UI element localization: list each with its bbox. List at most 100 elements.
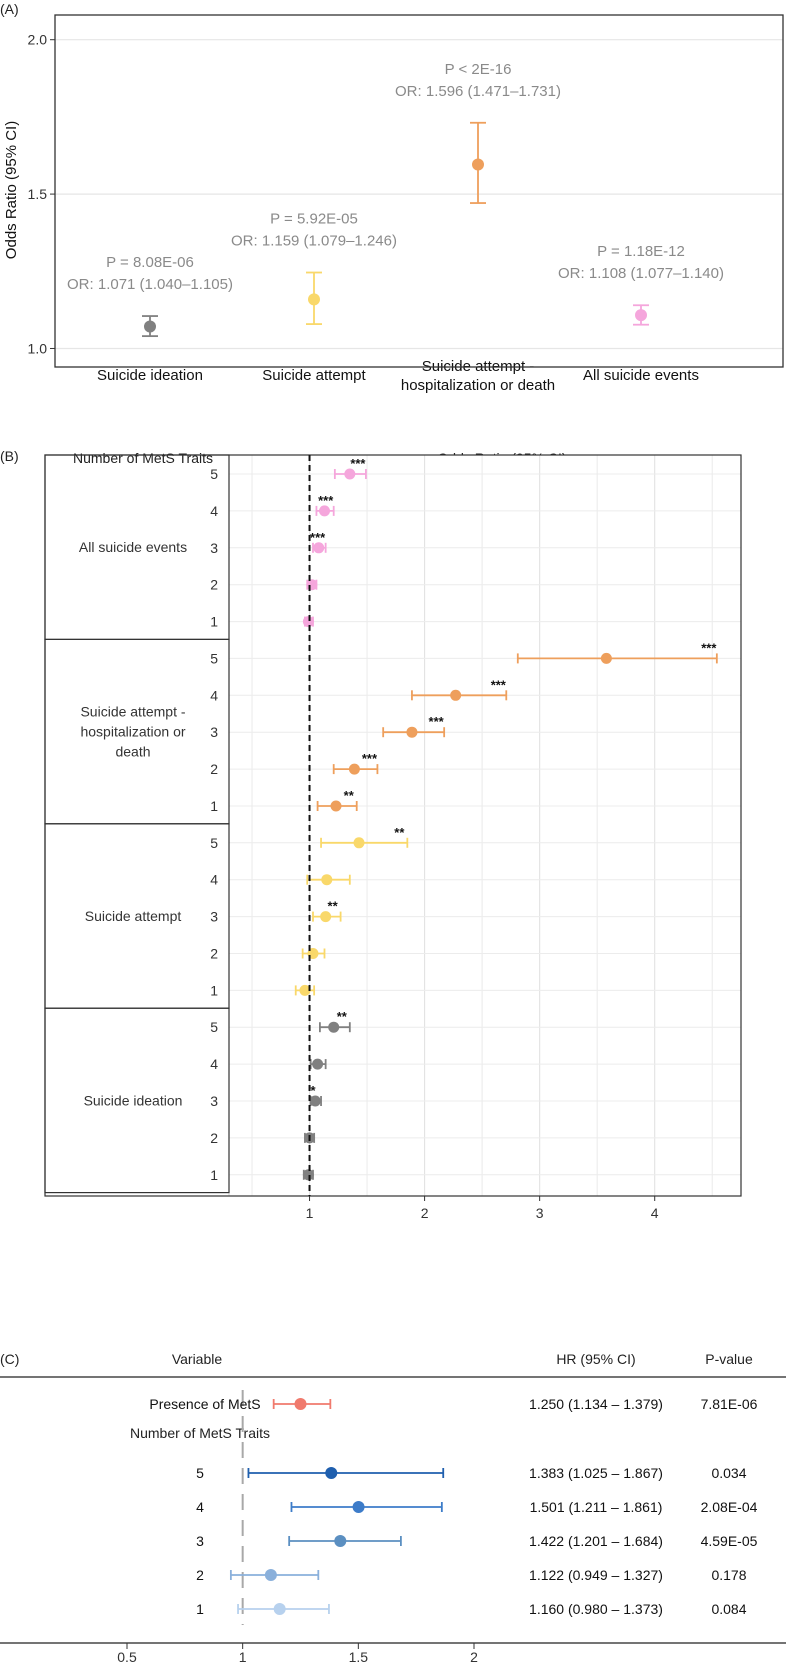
panel-b-trait-label: 3 [210,909,218,925]
panel-b-trait-label: 5 [210,1019,218,1035]
panel-b-trait-label: 3 [210,540,218,556]
panel-a-point [635,309,647,322]
panel-c-variable-header: Variable [172,1351,223,1367]
panel-c-point [264,1569,277,1581]
panel-b-x-ticks: 1 2 3 4 [306,1196,659,1221]
panel-b-group-label: Suicide attempt - [80,704,185,720]
panel-a-grid [55,39,783,350]
panel-b-significance: ** [328,899,339,914]
panel-b-group-label: hospitalization or [80,724,185,740]
panel-b-trait-label: 4 [210,503,218,519]
panel-b-point [328,1021,340,1033]
panel-a-y-tick-label: 1.5 [28,186,48,202]
panel-b-significance: * [311,1083,317,1098]
panel-b-x-tick-label: 4 [651,1205,659,1221]
panel-b-point [306,579,318,591]
panel-c-point [273,1603,286,1615]
panel-a-frame [54,14,784,368]
panel-c-point [352,1501,365,1513]
panel-b: (B) Number of MetS Traits Odds Ratio (95… [0,448,742,1221]
panel-c-p-value: 7.81E-06 [701,1396,758,1412]
panel-c-row-label: 5 [196,1465,204,1481]
panel-c-hr-text: 1.250 (1.134 – 1.379) [529,1396,663,1412]
panel-c: (C) Variable HR (95% CI) P-value Number … [0,1351,786,1665]
panel-a-p-label: P = 1.18E-12 [597,243,685,260]
panel-c-point [334,1535,347,1547]
panel-a-y-axis-label: Odds Ratio (95% CI) [3,121,20,259]
panel-b-significance: *** [362,751,378,766]
panel-b-point [302,1169,314,1181]
panel-c-x-tick-label: 1 [239,1649,247,1665]
panel-c-p-value: 0.034 [711,1465,746,1481]
panel-b-group-label: All suicide events [79,539,187,555]
panel-a-label: (A) [0,1,19,17]
panel-a-x-tick-label: hospitalization or death [401,377,555,394]
panel-b-trait-label: 3 [210,724,218,740]
panel-c-label: (C) [0,1351,19,1367]
panel-b-trait-label: 1 [210,798,218,814]
panel-b-trait-label: 5 [210,835,218,851]
panel-b-group-label: Suicide ideation [84,1092,183,1108]
panel-b-point [313,542,325,554]
panel-b-x-tick-label: 3 [536,1205,544,1221]
panel-c-row-label: 1 [196,1601,204,1617]
panel-b-significance: *** [491,677,507,692]
panel-b-point [600,652,612,664]
panel-c-x-tick-label: 2 [470,1649,478,1665]
panel-c-hr-text: 1.501 (1.211 – 1.861) [530,1499,663,1515]
panel-a-or-label: OR: 1.159 (1.079–1.246) [231,233,397,250]
panel-a-point [308,293,320,306]
panel-c-rows: Presence of MetS 1.250 (1.134 – 1.379) 7.8… [149,1390,758,1625]
panel-b-trait-label: 5 [210,650,218,666]
panel-b-point [450,689,462,701]
panel-c-x-tick-label: 0.5 [117,1649,137,1665]
panel-b-outer-frame [44,454,742,1197]
panel-b-point [309,1095,321,1107]
panel-b-plot-area [228,454,742,1197]
panel-b-significance: *** [429,714,445,729]
panel-a: (A) Odds Ratio (95% CI) 1.0 1.5 2.0 Suicid… [0,1,784,394]
panel-b-point [406,726,418,738]
panel-c-p-value: 2.08E-04 [701,1499,758,1515]
panel-b-point [299,984,311,996]
panel-c-point [325,1467,338,1479]
panel-b-marks: ****************************** [294,455,718,1196]
panel-c-p-value: 4.59E-05 [701,1533,758,1549]
panel-b-point [302,616,314,628]
panel-b-group-label: death [115,744,150,760]
panel-b-trait-label: 4 [210,687,218,703]
panel-a-p-label: P < 2E-16 [445,61,512,78]
panel-b-grid [228,454,742,1197]
panel-c-x-ticks: 0.5 1 1.5 2 [117,1643,478,1665]
panel-c-hr-text: 1.160 (0.980 – 1.373) [529,1601,663,1617]
panel-b-groups: All suicide events 5 4 3 2 1 Suicide attempt -… [44,454,742,1197]
panel-b-trait-label: 4 [210,872,218,888]
panel-c-p-value: 0.084 [711,1601,746,1617]
panel-a-p-label: P = 5.92E-05 [270,211,358,228]
panel-b-x-tick-label: 1 [306,1205,314,1221]
panel-c-point [294,1398,307,1410]
panel-a-x-tick-label: Suicide ideation [97,367,203,384]
panel-c-p-value: 0.178 [711,1567,746,1583]
panel-a-or-label: OR: 1.071 (1.040–1.105) [67,276,233,293]
panel-c-subheading: Number of MetS Traits [130,1425,270,1441]
panel-b-significance: *** [350,456,366,471]
panel-a-p-label: P = 8.08E-06 [106,254,194,271]
panel-a-y-tick-label: 1.0 [28,340,48,356]
panel-b-trait-label: 1 [210,614,218,630]
panel-b-point [344,468,356,480]
panel-c-row-label: 3 [196,1533,204,1549]
panel-c-row-label: 2 [196,1567,204,1583]
panel-b-significance: ** [394,825,405,840]
panel-b-significance: ** [337,1009,348,1024]
panel-b-trait-label: 5 [210,466,218,482]
panel-b-trait-label: 2 [210,946,218,962]
panel-b-traits-header: Number of MetS Traits [73,450,213,466]
panel-b-trait-label: 1 [210,1167,218,1183]
panel-a-marks: P = 8.08E-06 OR: 1.071 (1.040–1.105) P = 5… [67,61,724,338]
panel-c-x-tick-label: 1.5 [349,1649,369,1665]
panel-b-significance: *** [701,640,717,655]
panel-b-point [320,911,332,923]
